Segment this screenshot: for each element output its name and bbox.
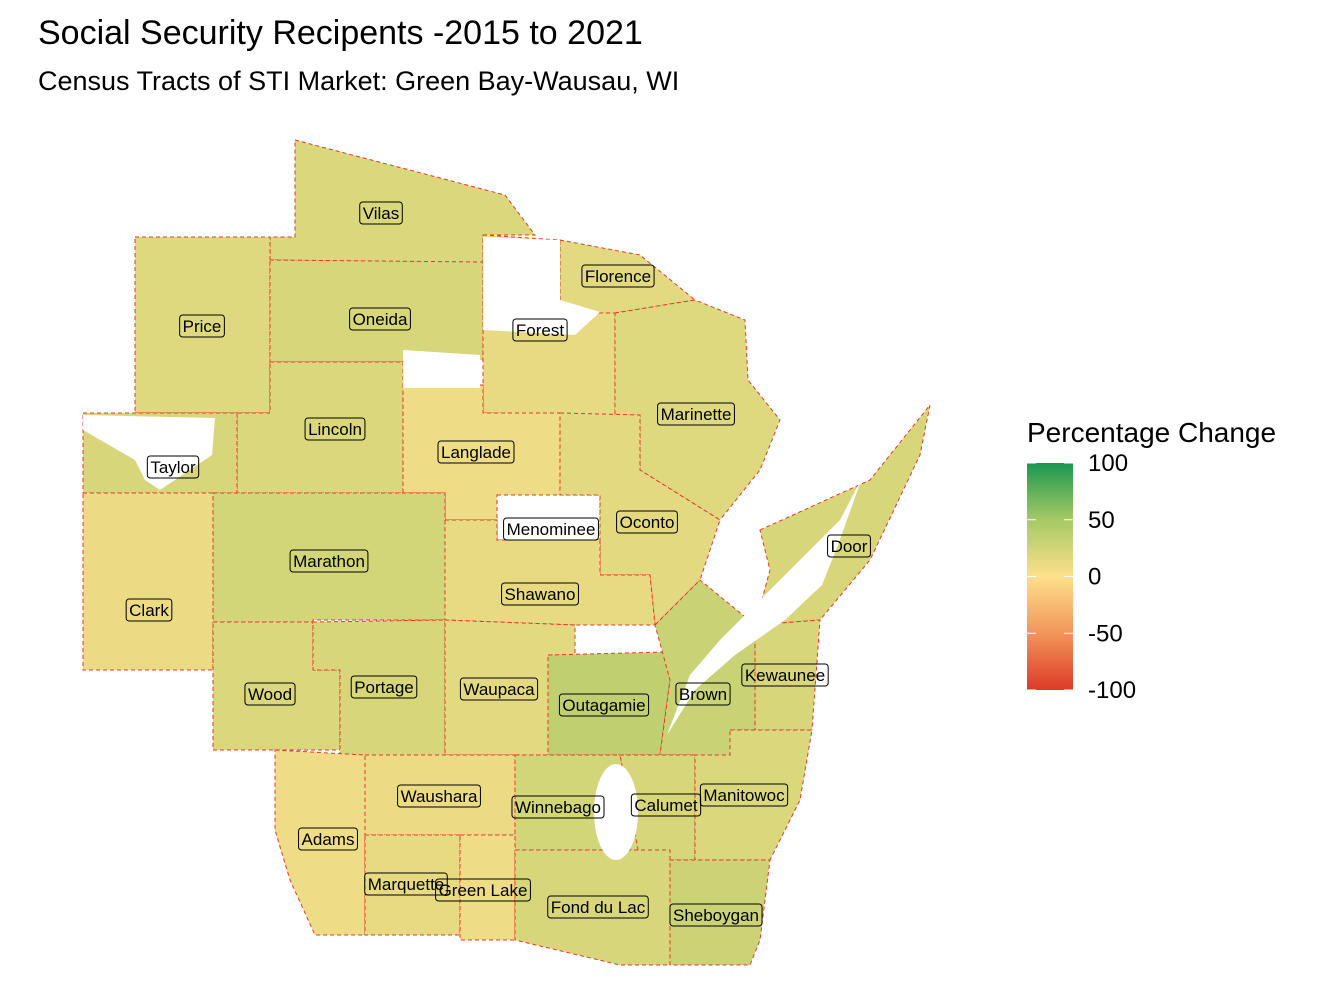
label-box [581, 264, 655, 288]
county-label: Wood [248, 685, 292, 704]
no-data-area [83, 415, 215, 490]
county-label: Door [831, 537, 868, 556]
county-label: Marquette [368, 875, 445, 894]
label-box [304, 417, 366, 441]
county-label: Florence [585, 267, 651, 286]
county-area [669, 859, 771, 966]
county-area [514, 849, 671, 966]
label-box [146, 455, 200, 479]
county-area [212, 492, 446, 623]
label-box [350, 675, 418, 699]
county-label: Adams [302, 830, 355, 849]
bay [667, 478, 862, 735]
no-data-area [483, 237, 600, 335]
label-box [125, 598, 173, 622]
label-box [657, 402, 735, 426]
county-label: Marathon [293, 552, 365, 571]
label-box [511, 795, 605, 819]
label-box [179, 314, 225, 338]
counties [82, 139, 931, 966]
county-label: Clark [129, 601, 169, 620]
county-label: Waupaca [463, 680, 535, 699]
county-label: Forest [516, 321, 564, 340]
legend-tick-label: 50 [1088, 507, 1115, 534]
label-box [503, 517, 599, 541]
county-label: Marinette [661, 405, 732, 424]
label-box [349, 307, 411, 331]
label-box [547, 895, 649, 919]
county-label: Brown [679, 685, 727, 704]
lake [594, 764, 638, 860]
label-box [459, 677, 539, 701]
label-box [501, 582, 579, 606]
label-box [512, 318, 568, 342]
county-area [444, 619, 576, 756]
county-label: Langlade [441, 443, 511, 462]
county-area [82, 492, 214, 671]
legend-tick-label: -50 [1088, 620, 1123, 647]
label-box [244, 682, 296, 706]
county-label: Oconto [620, 513, 675, 532]
county-area [364, 834, 461, 936]
county-label: Vilas [363, 204, 400, 223]
subtitle: Census Tracts of STI Market: Green Bay-W… [38, 66, 679, 96]
label-box [827, 534, 871, 558]
title: Social Security Recipents -2015 to 2021 [38, 14, 643, 52]
county-label: Menominee [507, 520, 596, 539]
label-box [359, 201, 403, 225]
label-box [675, 682, 731, 706]
label-box [435, 878, 531, 902]
no-data-area [403, 350, 480, 388]
county-label: Sheboygan [673, 906, 759, 925]
county-label: Fond du Lac [551, 898, 646, 917]
label-box [741, 663, 829, 687]
county-label: Waushara [401, 787, 478, 806]
label-box [298, 827, 358, 851]
county-label: Calumet [634, 796, 698, 815]
county-label: Green Lake [439, 881, 528, 900]
label-box [669, 903, 763, 927]
county-label: Lincoln [308, 420, 362, 439]
county-area [459, 834, 516, 941]
county-label: Taylor [150, 458, 196, 477]
county-label: Winnebago [515, 798, 601, 817]
county-area [619, 754, 696, 861]
county-label: Manitowoc [703, 786, 785, 805]
legend-tick-label: 0 [1088, 564, 1101, 591]
label-box [616, 510, 678, 534]
label-box [364, 872, 448, 896]
county-area [694, 729, 813, 861]
county-labels: Vilas Florence Price Oneida Forest Marinette L… [125, 201, 871, 927]
county-label: Outagamie [562, 696, 645, 715]
county-label: Portage [354, 678, 414, 697]
county-label: Price [183, 317, 222, 336]
county-label: Shawano [505, 585, 576, 604]
county-area [274, 749, 366, 936]
county-label: Oneida [353, 310, 408, 329]
legend-tick-label: -100 [1088, 677, 1136, 704]
label-box [397, 784, 481, 808]
label-box [558, 693, 650, 717]
legend: Percentage Change 100 50 0 -50 -100 [1027, 417, 1276, 704]
legend-tick-label: 100 [1088, 450, 1128, 477]
county-label: Kewaunee [745, 666, 825, 685]
legend-title: Percentage Change [1027, 417, 1276, 448]
label-box [289, 549, 369, 573]
label-box [699, 783, 789, 807]
label-box [437, 440, 515, 464]
water [83, 237, 862, 860]
